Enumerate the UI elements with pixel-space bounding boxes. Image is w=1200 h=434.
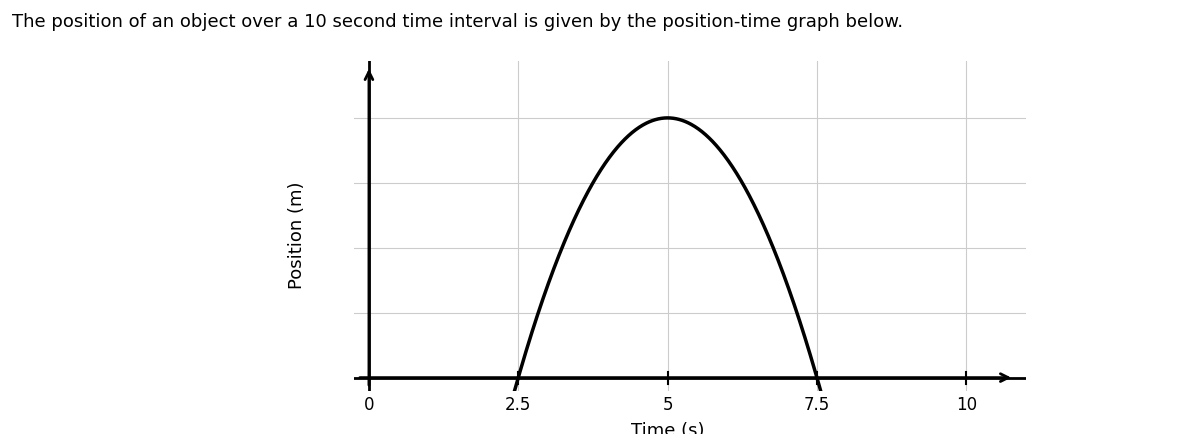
Text: Position (m): Position (m) bbox=[288, 181, 306, 289]
Text: The position of an object over a 10 second time interval is given by the positio: The position of an object over a 10 seco… bbox=[12, 13, 904, 31]
Text: 0: 0 bbox=[364, 396, 374, 414]
Text: 7.5: 7.5 bbox=[804, 396, 830, 414]
Text: 10: 10 bbox=[955, 396, 977, 414]
Text: Time (s): Time (s) bbox=[631, 422, 704, 434]
Text: 2.5: 2.5 bbox=[505, 396, 532, 414]
Text: 5: 5 bbox=[662, 396, 673, 414]
